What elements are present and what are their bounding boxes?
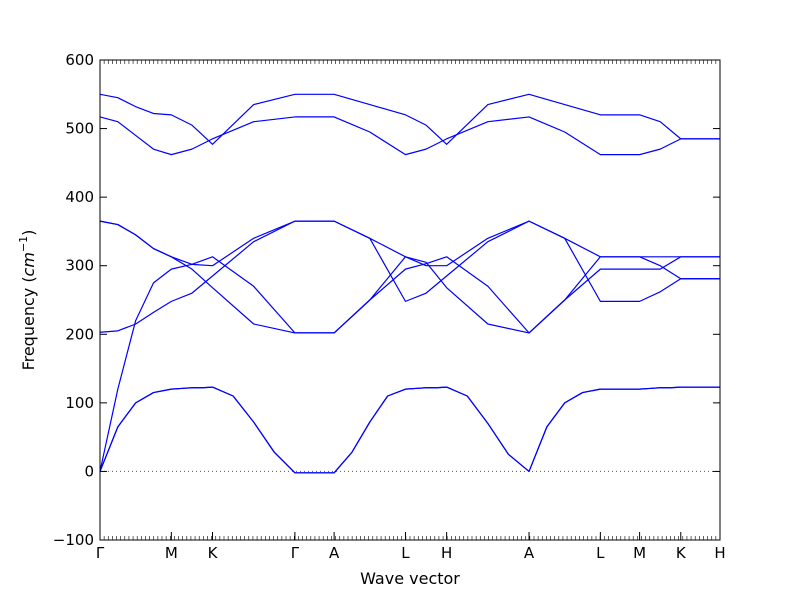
y-tick-label: 0: [84, 462, 94, 480]
band-line-3: [99, 256, 720, 472]
x-tick-label-9: L: [596, 544, 605, 562]
x-tick-label-4: Γ: [291, 544, 300, 562]
y-tick-label: 100: [65, 394, 94, 412]
y-tick-label: 600: [65, 51, 94, 69]
x-tick-label-7: H: [441, 544, 452, 562]
y-axis-label-unit: cm: [19, 252, 38, 276]
band-line-6: [99, 220, 720, 267]
y-axis-label-open: (: [19, 276, 38, 287]
y-tick-label: 200: [65, 325, 94, 343]
band-line-4: [99, 220, 720, 333]
band-line-1: [99, 386, 720, 474]
y-tick-label: 400: [65, 188, 94, 206]
x-tick-label-11: K: [676, 544, 687, 562]
x-tick-label-1: Γ: [96, 544, 105, 562]
x-tick-label-5: A: [329, 544, 340, 562]
y-axis-label: Frequency (cm−1): [17, 230, 38, 371]
band-line-2: [99, 386, 720, 474]
y-axis-label-text: Frequency: [19, 288, 38, 371]
band-line-7: [99, 116, 720, 156]
x-tick-label-2: M: [165, 544, 178, 562]
y-axis-label-close: ): [19, 230, 38, 236]
y-tick-label: 500: [65, 120, 94, 138]
plot-area: [99, 93, 720, 474]
y-tick-label: 300: [65, 257, 94, 275]
x-axis-label: Wave vector: [360, 569, 460, 588]
x-tick-label-3: K: [208, 544, 219, 562]
band-line-8: [99, 93, 720, 145]
x-tick-label-10: M: [633, 544, 646, 562]
axes: −100 0 100 200 300 400 500 600 Γ M K Γ A L H A L M K H: [53, 51, 726, 562]
y-tick-label: −100: [53, 531, 94, 549]
x-tick-label-6: L: [401, 544, 410, 562]
band-line-5: [99, 220, 720, 334]
x-tick-label-12: H: [714, 544, 725, 562]
axis-labels: Wave vector Frequency (cm−1): [17, 230, 460, 588]
x-tick-label-8: A: [524, 544, 535, 562]
y-axis-label-unit-exponent: −1: [17, 236, 30, 252]
